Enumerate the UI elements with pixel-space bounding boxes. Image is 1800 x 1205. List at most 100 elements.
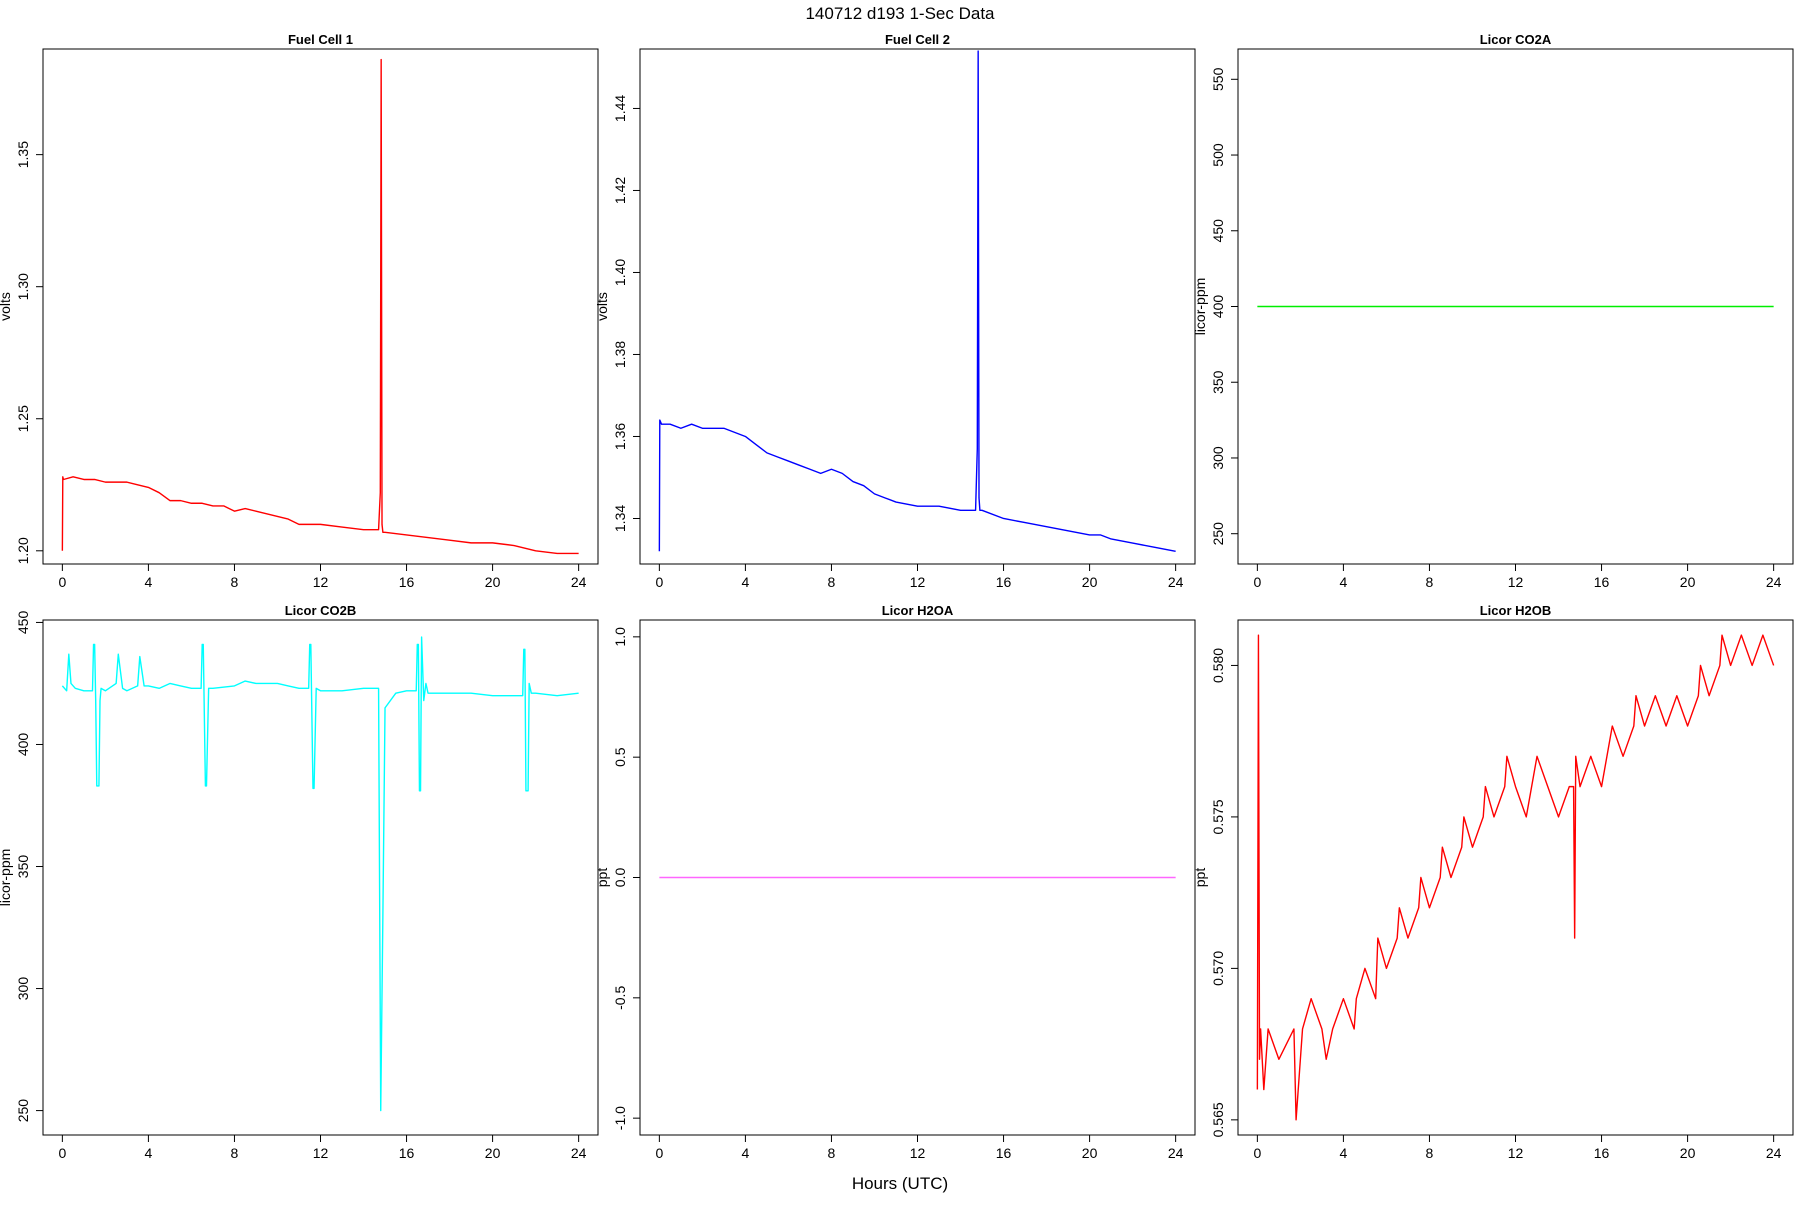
panel-6-ytick-label: 0.580 bbox=[1210, 648, 1226, 683]
panel-3-xtick-label: 20 bbox=[1680, 574, 1696, 590]
panel-1-xtick-label: 20 bbox=[485, 574, 501, 590]
panel-4-ytick-label: 350 bbox=[15, 855, 31, 879]
panel-5-xtick-label: 4 bbox=[742, 1145, 750, 1161]
panel-6-xtick-label: 12 bbox=[1508, 1145, 1524, 1161]
panel-4-series-line bbox=[61, 636, 579, 1112]
panel-5-ylabel: ppt bbox=[594, 868, 610, 888]
x-axis-label: Hours (UTC) bbox=[852, 1174, 948, 1193]
panel-1-xtick-label: 16 bbox=[399, 574, 415, 590]
panel-2-ytick-label: 1.34 bbox=[612, 505, 628, 532]
panel-2-xtick-label: 24 bbox=[1168, 574, 1184, 590]
panel-5-xtick-label: 0 bbox=[655, 1145, 663, 1161]
panel-3-xtick-label: 4 bbox=[1340, 574, 1348, 590]
panel-4-title: Licor CO2B bbox=[285, 603, 357, 618]
panel-6-xtick-label: 4 bbox=[1340, 1145, 1348, 1161]
panel-1-ytick-label: 1.30 bbox=[15, 273, 31, 300]
figure-title: 140712 d193 1-Sec Data bbox=[805, 4, 995, 23]
panel-2-ylabel: volts bbox=[594, 292, 610, 321]
panel-1-ytick-label: 1.20 bbox=[15, 537, 31, 564]
panel-4-ytick-label: 300 bbox=[15, 977, 31, 1001]
panel-2-ytick-label: 1.42 bbox=[612, 177, 628, 204]
panel-4-xtick-label: 20 bbox=[485, 1145, 501, 1161]
panel-4-xtick-label: 4 bbox=[145, 1145, 153, 1161]
panel-4-ytick-label: 250 bbox=[15, 1099, 31, 1123]
panel-3-ytick-label: 500 bbox=[1210, 143, 1226, 167]
panel-3-xtick-label: 12 bbox=[1508, 574, 1524, 590]
panel-3-xtick-label: 0 bbox=[1253, 574, 1261, 590]
panel-3-ytick-label: 400 bbox=[1210, 295, 1226, 319]
panel-6-title: Licor H2OB bbox=[1480, 603, 1552, 618]
panel-1-ylabel: volts bbox=[0, 292, 13, 321]
panel-3-xtick-label: 24 bbox=[1766, 574, 1782, 590]
panel-1-xtick-label: 0 bbox=[58, 574, 66, 590]
panel-4-xtick-label: 8 bbox=[231, 1145, 239, 1161]
panel-2-xtick-label: 16 bbox=[996, 574, 1012, 590]
panel-2-ytick-label: 1.36 bbox=[612, 423, 628, 450]
panel-6-xtick-label: 20 bbox=[1680, 1145, 1696, 1161]
panel-1-title: Fuel Cell 1 bbox=[288, 32, 353, 47]
panel-5-xtick-label: 24 bbox=[1168, 1145, 1184, 1161]
panel-3-ytick-label: 450 bbox=[1210, 219, 1226, 243]
panel-3-xtick-label: 16 bbox=[1594, 574, 1610, 590]
panel-5-ytick-label: -1.0 bbox=[612, 1106, 628, 1130]
panel-5-ytick-label: -0.5 bbox=[612, 986, 628, 1010]
panel-5-xtick-label: 16 bbox=[996, 1145, 1012, 1161]
panel-1-xtick-label: 12 bbox=[313, 574, 329, 590]
panel-2-ytick-label: 1.40 bbox=[612, 259, 628, 286]
panel-2-xtick-label: 8 bbox=[828, 574, 836, 590]
panel-5-xtick-label: 20 bbox=[1082, 1145, 1098, 1161]
panel-5: Licor H2OA 0 4 8 12 16 20 24 -1.0 -0.5 0.0 0.5 1.0 pp… bbox=[594, 603, 1196, 1161]
panel-2-xtick-label: 0 bbox=[655, 574, 663, 590]
panel-4-xtick-label: 12 bbox=[313, 1145, 329, 1161]
panels: Fuel Cell 1 0 4 8 12 16 20 24 1.20 1.25 1.30 1.35 vo… bbox=[0, 32, 1794, 1161]
panel-6: Licor H2OB 0 4 8 12 16 20 24 0.565 0.570 0.575 0.58… bbox=[1192, 603, 1794, 1161]
panel-2-title: Fuel Cell 2 bbox=[885, 32, 950, 47]
panel-6-ylabel: ppt bbox=[1192, 868, 1208, 888]
panel-1-frame bbox=[42, 48, 599, 565]
panel-3-title: Licor CO2A bbox=[1480, 32, 1552, 47]
panel-6-xtick-label: 24 bbox=[1766, 1145, 1782, 1161]
panel-4-frame bbox=[42, 619, 599, 1136]
panel-6-frame bbox=[1237, 619, 1794, 1136]
panel-3-ytick-label: 250 bbox=[1210, 522, 1226, 546]
panel-5-xtick-label: 12 bbox=[910, 1145, 926, 1161]
panel-2-ytick-label: 1.38 bbox=[612, 341, 628, 368]
panel-1-ytick-label: 1.25 bbox=[15, 405, 31, 432]
panel-6-ytick-label: 0.575 bbox=[1210, 799, 1226, 834]
panel-1: Fuel Cell 1 0 4 8 12 16 20 24 1.20 1.25 1.30 1.35 vo… bbox=[0, 32, 599, 590]
panel-2-xtick-label: 12 bbox=[910, 574, 926, 590]
panel-2-ytick-label: 1.44 bbox=[612, 95, 628, 122]
panel-1-xtick-label: 4 bbox=[145, 574, 153, 590]
panel-3: Licor CO2A 0 4 8 12 16 20 24 250 300 350 400 450 500 5… bbox=[1192, 32, 1794, 590]
panel-5-ytick-label: 1.0 bbox=[612, 627, 628, 647]
panel-4-ylabel: licor-ppm bbox=[0, 849, 13, 907]
panel-2-xtick-label: 20 bbox=[1082, 574, 1098, 590]
panel-5-ytick-label: 0.0 bbox=[612, 868, 628, 888]
panel-6-xtick-label: 0 bbox=[1253, 1145, 1261, 1161]
panel-2: Fuel Cell 2 0 4 8 12 16 20 24 1.34 1.36 1.38 1.40 1.… bbox=[594, 32, 1196, 590]
panel-4-ytick-label: 400 bbox=[15, 733, 31, 757]
panel-4-xtick-label: 0 bbox=[58, 1145, 66, 1161]
panel-6-ytick-label: 0.565 bbox=[1210, 1102, 1226, 1137]
panel-1-xtick-label: 8 bbox=[231, 574, 239, 590]
panel-4: Licor CO2B 0 4 8 12 16 20 24 250 300 350 400 450 lico… bbox=[0, 603, 599, 1161]
panel-6-xtick-label: 16 bbox=[1594, 1145, 1610, 1161]
panel-2-frame bbox=[639, 48, 1196, 565]
panel-4-xtick-label: 24 bbox=[571, 1145, 587, 1161]
panel-2-xtick-label: 4 bbox=[742, 574, 750, 590]
panel-5-ytick-label: 0.5 bbox=[612, 747, 628, 767]
panel-5-xtick-label: 8 bbox=[828, 1145, 836, 1161]
panel-6-series-line bbox=[1256, 634, 1775, 1121]
panel-3-ylabel: licor-ppm bbox=[1192, 278, 1208, 336]
panel-3-ytick-label: 550 bbox=[1210, 67, 1226, 91]
panel-4-ytick-label: 450 bbox=[15, 611, 31, 635]
panel-1-series-line bbox=[61, 58, 579, 555]
panel-2-series-line bbox=[658, 50, 1176, 552]
panel-6-xtick-label: 8 bbox=[1426, 1145, 1434, 1161]
panel-6-ytick-label: 0.570 bbox=[1210, 951, 1226, 986]
panel-3-xtick-label: 8 bbox=[1426, 574, 1434, 590]
panel-1-xtick-label: 24 bbox=[571, 574, 587, 590]
panel-4-xtick-label: 16 bbox=[399, 1145, 415, 1161]
panel-1-ytick-label: 1.35 bbox=[15, 141, 31, 168]
